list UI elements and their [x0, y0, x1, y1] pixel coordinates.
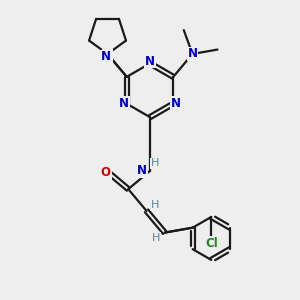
Text: H: H	[151, 158, 160, 168]
Text: O: O	[101, 166, 111, 179]
Text: N: N	[188, 47, 197, 61]
Text: N: N	[136, 164, 147, 177]
Text: N: N	[103, 50, 112, 63]
Text: H: H	[151, 200, 159, 211]
Text: N: N	[145, 55, 155, 68]
Text: N: N	[171, 97, 181, 110]
Text: H: H	[152, 233, 160, 243]
Text: N: N	[101, 50, 111, 64]
Text: N: N	[119, 97, 129, 110]
Text: Cl: Cl	[205, 237, 218, 250]
